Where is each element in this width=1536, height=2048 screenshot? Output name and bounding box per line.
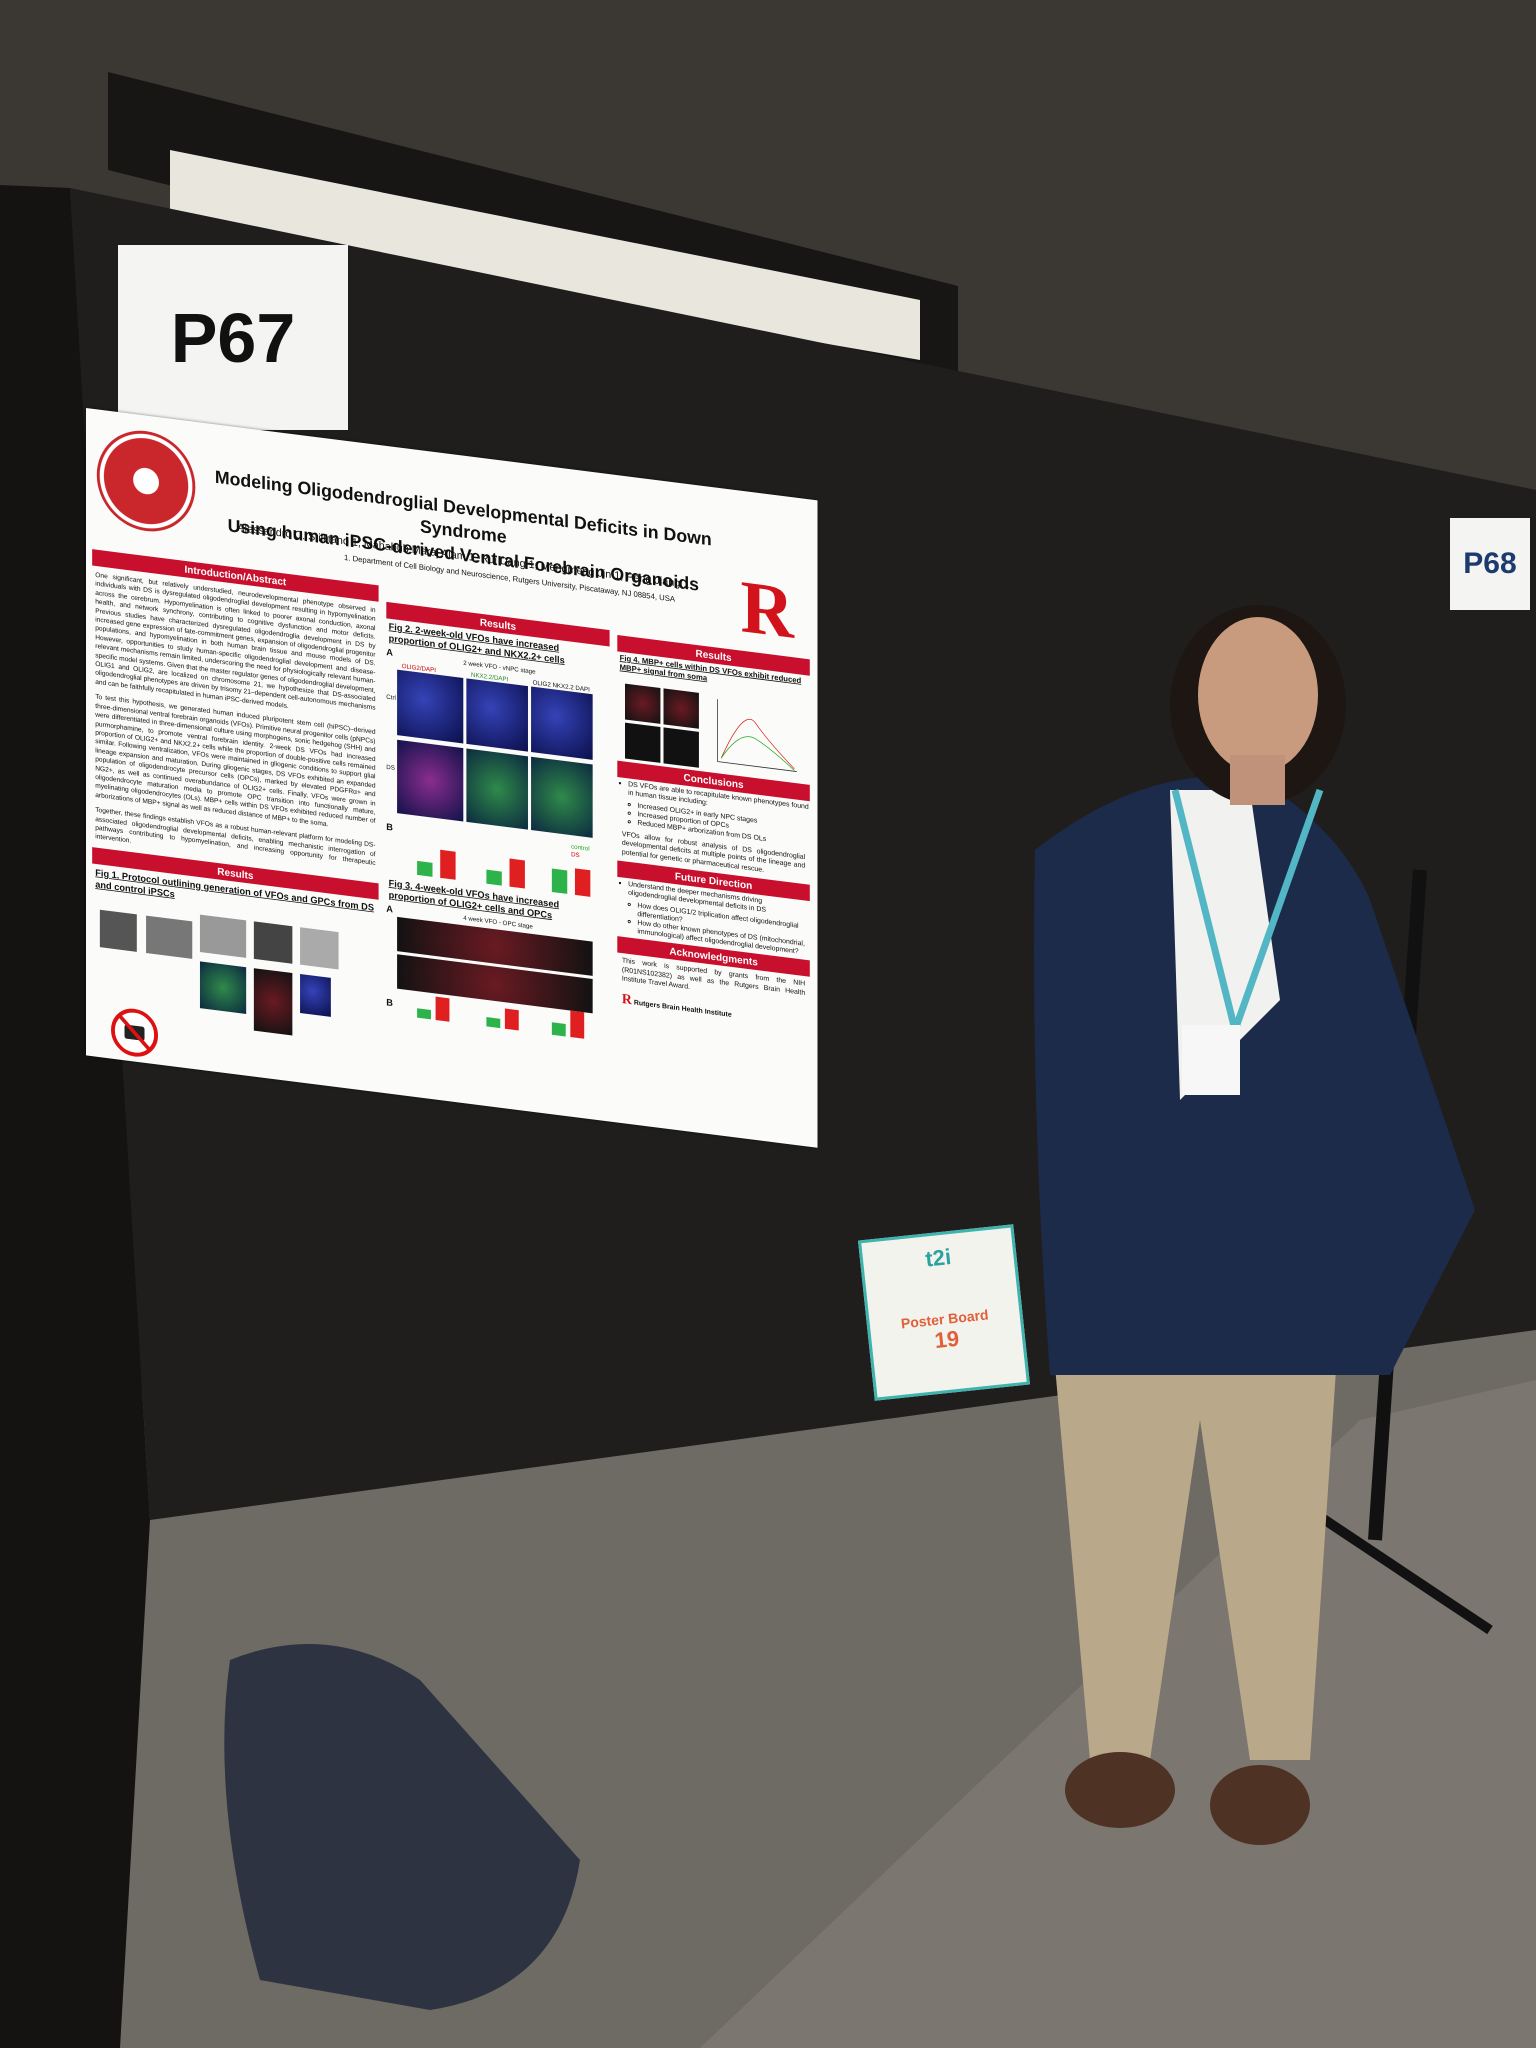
- poster: Modeling Oligodendroglial Developmental …: [86, 408, 818, 1148]
- rutgers-logo: R: [740, 564, 794, 655]
- legend-entry: DS: [571, 850, 580, 859]
- panel-letter: B: [386, 821, 393, 833]
- shoe: [1065, 1752, 1175, 1828]
- jacket: [1034, 776, 1475, 1375]
- badge: [1182, 1025, 1240, 1095]
- shoe: [1210, 1765, 1310, 1845]
- fig2-panels: A 2 week VFO - vNPC stage OLIG2/DAPI NKX…: [386, 646, 609, 869]
- right-column: Results Fig 4. MBP+ cells within DS VFOs…: [617, 635, 810, 1036]
- fig4-panels: [617, 675, 810, 785]
- backpack: [224, 1644, 580, 2010]
- neck: [1230, 755, 1285, 805]
- intro-column: Introduction/Abstract One significant, b…: [92, 549, 379, 1046]
- frame-print: [170, 150, 920, 360]
- row-label: DS: [386, 763, 395, 772]
- footer-text: Rutgers Brain Health Institute: [633, 998, 732, 1019]
- stand-foot: [1307, 1505, 1493, 1635]
- panel-letter: B: [386, 996, 393, 1009]
- row-label: Ctrl: [386, 693, 396, 702]
- face: [1198, 617, 1318, 773]
- pants: [1050, 1310, 1340, 1760]
- footer-logo: R: [621, 990, 632, 1008]
- board-left: [0, 185, 150, 2048]
- panel-letter: A: [386, 646, 393, 659]
- poster-number-sign: P67: [118, 245, 348, 430]
- fig4-plot: [717, 699, 797, 772]
- card-brand: t2i: [924, 1244, 953, 1272]
- poster-number-sign: P68: [1450, 518, 1530, 610]
- university-seal: [96, 424, 196, 538]
- no-photo-icon: [111, 1008, 158, 1057]
- panel-letter: A: [386, 903, 393, 915]
- results-column: Results Fig 2. 2-week-old VFOs have incr…: [386, 601, 610, 1048]
- poster-board-card: t2i Poster Board 19: [858, 1224, 1030, 1401]
- intro-text: One significant, but relatively understu…: [92, 566, 378, 877]
